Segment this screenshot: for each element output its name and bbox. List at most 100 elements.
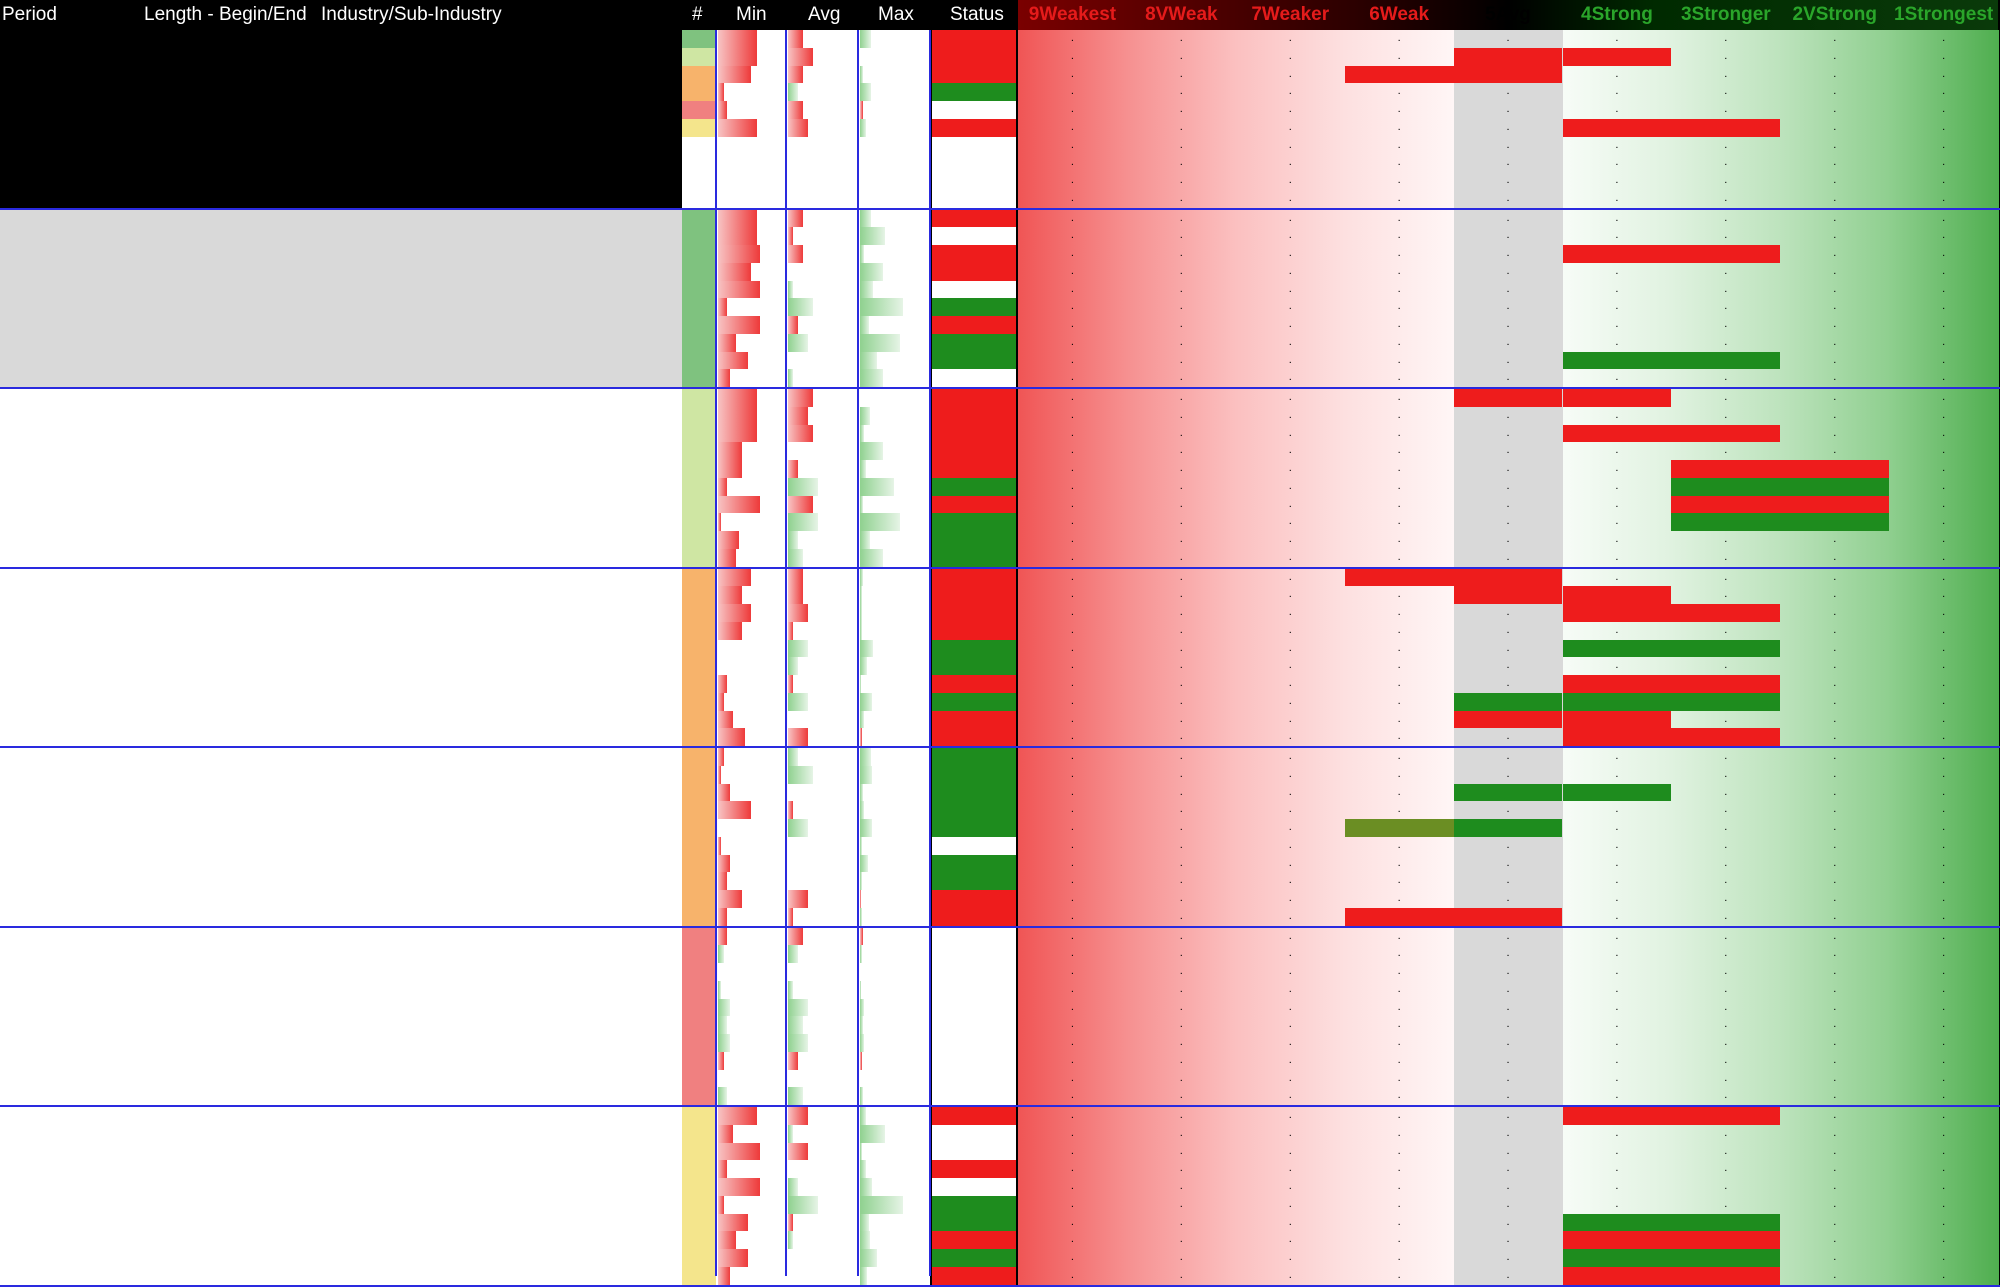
table-row[interactable]: .........	[0, 172, 2000, 190]
status-cell[interactable]	[932, 209, 1016, 228]
table-row[interactable]: .........	[0, 424, 2000, 443]
table-row[interactable]: .........	[0, 945, 2000, 963]
bucket-label[interactable]	[1562, 1107, 1672, 1125]
status-cell[interactable]	[932, 83, 1016, 101]
status-cell[interactable]	[932, 1016, 1016, 1034]
table-row[interactable]: .........	[0, 1087, 2000, 1105]
table-row[interactable]: .........	[0, 1034, 2000, 1052]
bucket-label[interactable]	[1453, 47, 1563, 66]
bucket-label[interactable]	[1345, 837, 1454, 855]
header-status[interactable]: Status	[950, 4, 1004, 25]
bucket-label[interactable]	[1344, 819, 1454, 837]
bucket-label[interactable]	[1562, 675, 1672, 693]
status-cell[interactable]	[932, 801, 1016, 819]
status-cell[interactable]	[932, 65, 1016, 84]
status-cell[interactable]	[932, 1107, 1016, 1125]
bucket-label[interactable]	[1562, 728, 1672, 746]
bucket-label-repeat[interactable]	[1671, 639, 1781, 658]
bucket-label-repeat[interactable]	[1562, 389, 1672, 407]
status-cell[interactable]	[932, 189, 1016, 208]
status-cell[interactable]	[932, 836, 1016, 855]
status-cell[interactable]	[932, 1231, 1016, 1249]
table-row[interactable]: .........	[0, 1213, 2000, 1232]
table-row[interactable]: .........	[0, 980, 2000, 999]
bucket-label[interactable]	[1345, 855, 1454, 873]
table-row[interactable]: .........	[0, 406, 2000, 425]
bucket-label[interactable]	[1671, 1125, 1780, 1143]
bucket-label[interactable]	[1562, 245, 1672, 263]
table-row[interactable]: .........	[0, 586, 2000, 604]
table-row[interactable]: .........	[0, 1107, 2000, 1125]
bucket-label[interactable]	[1563, 210, 1672, 228]
bucket-label[interactable]	[1562, 351, 1672, 370]
table-row[interactable]: .........	[0, 1124, 2000, 1143]
status-cell[interactable]	[932, 1195, 1016, 1214]
table-row[interactable]: .........	[0, 1051, 2000, 1070]
bucket-label[interactable]	[1344, 907, 1454, 926]
table-row[interactable]: .........	[0, 998, 2000, 1017]
bucket-label-repeat[interactable]	[1671, 118, 1781, 137]
status-cell[interactable]	[932, 568, 1016, 587]
table-row[interactable]: .........	[0, 442, 2000, 460]
header-bucket-6[interactable]: 4Strong	[1581, 4, 1653, 25]
bucket-label-repeat[interactable]	[1671, 1107, 1781, 1125]
status-cell[interactable]	[932, 728, 1016, 746]
bucket-label[interactable]	[1454, 801, 1563, 819]
status-cell[interactable]	[932, 639, 1016, 658]
header-bucket-9[interactable]: 1Strongest	[1894, 4, 1994, 25]
table-row[interactable]: .........	[0, 227, 2000, 245]
bucket-label[interactable]	[1453, 389, 1563, 407]
bucket-label[interactable]	[1453, 586, 1563, 604]
bucket-label-repeat[interactable]	[1671, 728, 1781, 746]
status-cell[interactable]	[932, 30, 1016, 48]
table-row[interactable]: .........	[0, 692, 2000, 711]
table-row[interactable]: .........	[0, 460, 2000, 478]
status-cell[interactable]	[932, 172, 1016, 190]
bucket-label[interactable]	[1562, 604, 1672, 622]
status-cell[interactable]	[932, 531, 1016, 549]
bucket-label-repeat[interactable]	[1671, 1231, 1781, 1249]
status-cell[interactable]	[932, 1087, 1016, 1105]
bucket-label-repeat[interactable]	[1671, 604, 1781, 622]
status-cell[interactable]	[932, 424, 1016, 443]
bucket-label-repeat[interactable]	[1453, 907, 1563, 926]
status-cell[interactable]	[932, 495, 1016, 514]
header-min[interactable]: Min	[736, 4, 767, 25]
status-cell[interactable]	[932, 586, 1016, 604]
bucket-label-repeat[interactable]	[1671, 675, 1781, 693]
status-cell[interactable]	[932, 477, 1016, 496]
bucket-label[interactable]	[1671, 442, 1780, 460]
bucket-label[interactable]	[1671, 281, 1780, 299]
bucket-label-repeat[interactable]	[1671, 1213, 1781, 1232]
header-max[interactable]: Max	[878, 4, 914, 25]
bucket-label[interactable]	[1671, 513, 1781, 531]
bucket-label[interactable]	[1671, 334, 1780, 352]
table-row[interactable]: .........	[0, 316, 2000, 334]
bucket-label-repeat[interactable]	[1671, 351, 1781, 370]
status-cell[interactable]	[932, 460, 1016, 478]
status-cell[interactable]	[932, 245, 1016, 263]
table-row[interactable]: .........	[0, 298, 2000, 316]
bucket-label[interactable]	[1562, 118, 1672, 137]
bucket-label-repeat[interactable]	[1453, 65, 1563, 84]
status-cell[interactable]	[932, 389, 1016, 407]
bucket-label[interactable]	[1671, 622, 1780, 640]
bucket-label[interactable]	[1671, 495, 1781, 514]
status-cell[interactable]	[932, 262, 1016, 281]
bucket-label[interactable]	[1562, 1213, 1672, 1232]
status-cell[interactable]	[932, 1069, 1016, 1088]
table-row[interactable]: .........	[0, 154, 2000, 172]
status-cell[interactable]	[932, 136, 1016, 155]
table-row[interactable]: .........	[0, 47, 2000, 66]
bucket-label[interactable]	[1563, 748, 1672, 766]
status-cell[interactable]	[932, 710, 1016, 729]
status-cell[interactable]	[932, 1034, 1016, 1052]
status-cell[interactable]	[932, 604, 1016, 622]
bucket-label[interactable]	[1671, 1196, 1780, 1214]
table-row[interactable]: .........	[0, 675, 2000, 693]
table-row[interactable]: .........	[0, 639, 2000, 658]
status-cell[interactable]	[932, 1142, 1016, 1161]
bucket-label[interactable]	[1345, 872, 1454, 890]
table-row[interactable]: .........	[0, 136, 2000, 155]
status-cell[interactable]	[932, 907, 1016, 926]
